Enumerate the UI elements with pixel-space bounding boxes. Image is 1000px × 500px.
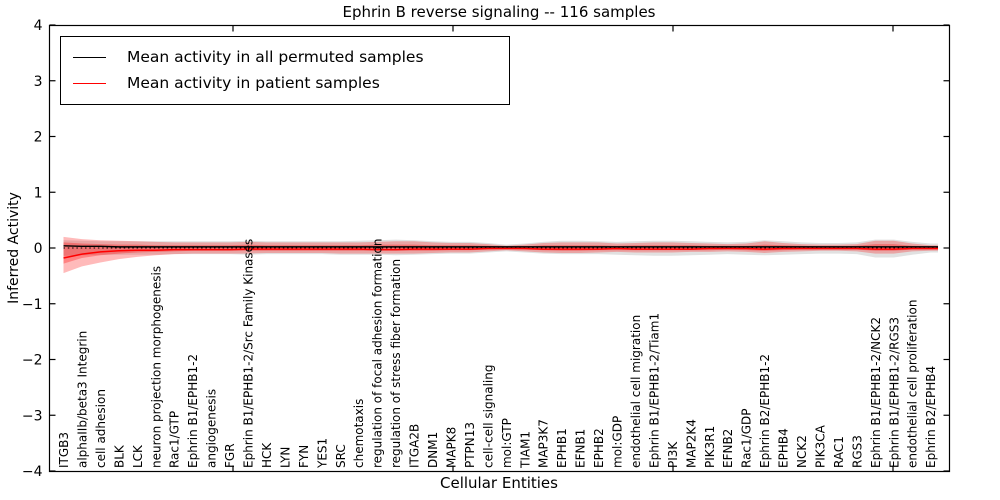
x-tick-label: EPHB2 (592, 428, 606, 468)
x-tick-label: Ephrin B2/EPHB4 (924, 366, 938, 468)
x-tick-label: chemotaxis (352, 399, 366, 468)
x-tick-label: LYN (278, 447, 292, 468)
x-tick-label: Ephrin B1/EPHB1-2 (186, 354, 200, 468)
x-tick-label: alphaIIb/beta3 Integrin (75, 331, 89, 468)
permuted-line-swatch (73, 56, 106, 58)
x-tick-label: EFNB1 (574, 429, 588, 468)
x-tick-label: endothelial cell migration (629, 315, 643, 468)
y-tick-label: −2 (22, 353, 43, 369)
y-tick-label: 3 (34, 74, 43, 90)
patient-band-inner (63, 242, 938, 264)
legend-item-permuted: Mean activity in all permuted samples (61, 44, 509, 70)
y-tick-label: 0 (34, 241, 43, 257)
x-tick-label: Rac1/GDP (740, 409, 754, 468)
x-tick-label: TIAM1 (518, 431, 532, 469)
x-tick-label: Ephrin B1/EPHB1-2/Tiam1 (647, 313, 661, 468)
x-axis-label: Cellular Entities (440, 474, 558, 492)
x-tick-label: mol:GTP (500, 418, 514, 468)
x-tick-label: regulation of focal adhesion formation (371, 239, 385, 468)
x-tick-label: HCK (260, 442, 274, 468)
x-tick-label: Ephrin B1/EPHB1-2/RGS3 (887, 317, 901, 468)
x-tick-label: MAP3K7 (537, 419, 551, 468)
x-tick-label: cell-cell signaling (481, 365, 495, 468)
x-tick-label: RAC1 (832, 436, 846, 468)
legend-label-permuted: Mean activity in all permuted samples (127, 48, 424, 66)
y-tick-label: −4 (22, 464, 43, 480)
y-tick-label: 4 (34, 18, 43, 34)
x-tick-label: mol:GDP (611, 416, 625, 468)
x-tick-label: FYN (297, 445, 311, 468)
x-tick-label: EPHB4 (777, 428, 791, 468)
x-tick-label: EFNB2 (721, 429, 735, 468)
legend: Mean activity in all permuted samples Me… (60, 36, 510, 105)
legend-label-patient: Mean activity in patient samples (127, 74, 380, 92)
x-tick-label: YES1 (315, 438, 329, 469)
x-tick-label: EPHB1 (555, 428, 569, 468)
x-tick-label: BLK (112, 444, 126, 468)
legend-item-patient: Mean activity in patient samples (61, 70, 509, 96)
x-tick-label: RGS3 (850, 435, 864, 468)
x-tick-label: PIK3CA (813, 424, 827, 468)
x-tick-label: MAPK8 (444, 427, 458, 468)
x-tick-label: regulation of stress fiber formation (389, 259, 403, 468)
x-tick-label: NCK2 (795, 435, 809, 468)
y-axis-label: Inferred Activity (6, 192, 22, 304)
x-tick-label: SRC (334, 444, 348, 468)
x-tick-label: PTPN13 (463, 422, 477, 468)
x-tick-label: PIK3R1 (703, 426, 717, 468)
x-tick-label: Ephrin B1/EPHB1-2/Src Family Kinases (242, 239, 256, 468)
x-tick-label: ITGB3 (57, 432, 71, 468)
x-tick-label: Ephrin B1/EPHB1-2/NCK2 (869, 317, 883, 468)
x-tick-label: ITGA2B (408, 424, 422, 468)
y-tick-label: −3 (22, 408, 43, 424)
patient-mean-line (63, 247, 938, 259)
x-tick-label: FGR (223, 443, 237, 468)
patient-line-swatch (73, 82, 106, 84)
y-tick-label: 2 (34, 130, 43, 146)
x-tick-label: PI3K (666, 441, 680, 468)
x-tick-label: Ephrin B2/EPHB1-2 (758, 354, 772, 468)
x-tick-label: LCK (131, 444, 145, 468)
y-tick-label: 1 (34, 185, 43, 201)
x-tick-label: Rac1/GTP (168, 411, 182, 468)
x-tick-label: neuron projection morphogenesis (149, 266, 163, 468)
x-tick-label: DNM1 (426, 432, 440, 468)
permuted-mean-line (63, 245, 938, 248)
chart-title: Ephrin B reverse signaling -- 116 sample… (342, 3, 656, 21)
x-tick-label: endothelial cell proliferation (906, 300, 920, 468)
x-tick-label: MAP2K4 (684, 419, 698, 468)
patient-band-outer (63, 236, 938, 274)
y-tick-label: −1 (22, 297, 43, 313)
x-tick-label: angiogenesis (205, 389, 219, 468)
x-tick-label: cell adhesion (94, 389, 108, 468)
